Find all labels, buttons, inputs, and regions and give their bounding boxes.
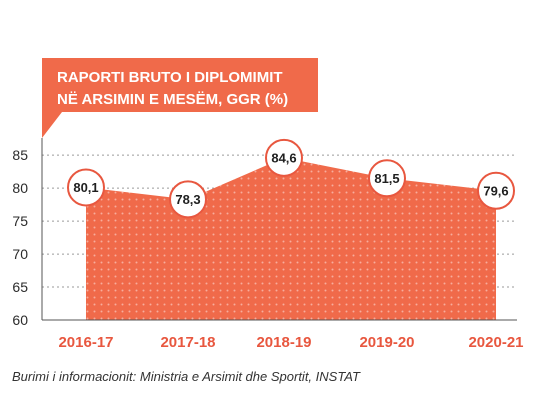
y-tick-label: 80 — [12, 180, 28, 196]
data-value-label: 81,5 — [374, 171, 399, 186]
data-point-marker — [67, 168, 105, 207]
data-point-marker — [477, 171, 515, 210]
source-note: Burimi i informacionit: Ministria e Arsi… — [12, 369, 360, 384]
x-category-label: 2019-20 — [359, 334, 414, 351]
data-value-label: 79,6 — [483, 183, 508, 198]
y-tick-label: 75 — [12, 213, 28, 229]
data-point-marker — [265, 138, 303, 177]
area-series — [86, 157, 496, 320]
title-banner: RAPORTI BRUTO I DIPLOMIMIT NË ARSIMIN E … — [42, 58, 318, 138]
axes: 60 65 70 75 80 85 2016-17 2017-18 2018-19 2019-20… — [12, 138, 524, 351]
x-category-label: 2016-17 — [58, 334, 113, 351]
y-tick-label: 60 — [12, 312, 28, 328]
data-value-label: 84,6 — [271, 150, 296, 165]
x-category-label: 2017-18 — [160, 334, 215, 351]
data-labels: 80,1 78,3 84,6 81,5 79,6 — [67, 138, 515, 219]
chart-title-line-1: RAPORTI BRUTO I DIPLOMIMIT — [57, 69, 283, 86]
chart-title-line-2: NË ARSIMIN E MESËM, GGR (%) — [57, 91, 288, 108]
data-value-label: 78,3 — [175, 192, 200, 207]
area-dot-texture — [86, 157, 496, 320]
y-tick-label: 85 — [12, 147, 28, 163]
y-tick-label: 70 — [12, 246, 28, 262]
x-category-label: 2018-19 — [256, 334, 311, 351]
y-tick-label: 65 — [12, 279, 28, 295]
data-value-label: 80,1 — [73, 180, 98, 195]
data-point-marker — [169, 180, 207, 219]
data-point-marker — [368, 159, 406, 198]
title-banner-shape — [42, 58, 318, 138]
x-category-label: 2020-21 — [468, 334, 523, 351]
